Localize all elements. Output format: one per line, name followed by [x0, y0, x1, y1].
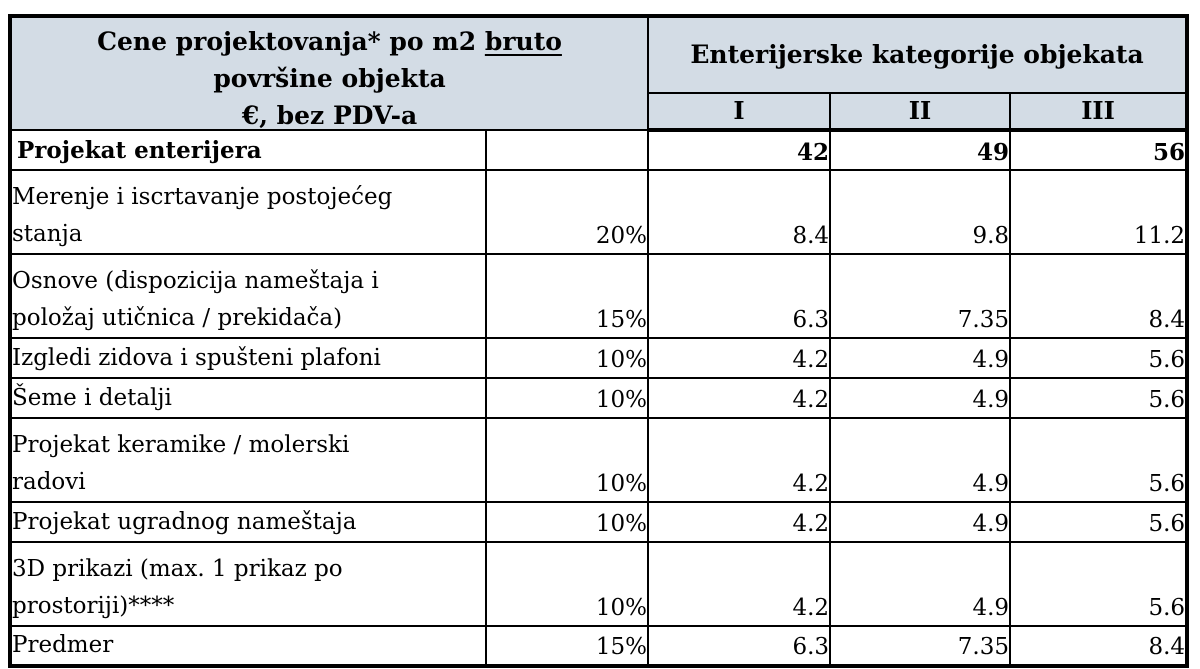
value-cell-iii: 8.4	[1009, 625, 1189, 667]
value-cell-iii: 8.4	[1009, 253, 1189, 339]
value-cell-ii: 7.35	[829, 625, 1012, 667]
value-cell-ii: 7.35	[829, 253, 1012, 339]
price-title-line2: površine objekta	[213, 64, 446, 93]
value-cell-ii: 4.9	[829, 501, 1012, 543]
category-col-II: II	[829, 91, 1012, 133]
row-label-cell: Projekat keramike / molerski radovi	[9, 417, 487, 503]
table-row: Izgledi zidova i spušteni plafoni 10% 4.…	[9, 337, 1189, 379]
value-cell-iii: 11.2	[1009, 169, 1189, 255]
table-row: Projekat enterijera 42 49 56	[9, 129, 1189, 171]
row-label-cell: Šeme i detalji	[9, 377, 487, 419]
row-label-cell: Izgledi zidova i spušteni plafoni	[9, 337, 487, 379]
value-cell-iii: 5.6	[1009, 337, 1189, 379]
value-cell-ii: 4.9	[829, 417, 1012, 503]
price-title-line1-underlined: bruto	[484, 27, 562, 56]
table-row: Projekat keramike / molerski radovi 10% …	[9, 417, 1189, 503]
value-cell-i: 4.2	[647, 541, 832, 627]
row-label-cell: Projekat ugradnog nameštaja	[9, 501, 487, 543]
category-col-I: I	[647, 91, 832, 133]
value-cell-i: 6.3	[647, 625, 832, 667]
value-cell-iii: 56	[1009, 129, 1189, 171]
price-title-text: Cene projektovanja* po m2 bruto površine…	[12, 18, 646, 129]
pricing-table: Cene projektovanja* po m2 bruto površine…	[8, 14, 1190, 668]
header-row-categories: I II III	[10, 91, 1189, 133]
table-row: Predmer 15% 6.3 7.35 8.4	[9, 625, 1189, 667]
row-label-cell: Predmer	[9, 625, 487, 667]
percent-cell: 10%	[484, 337, 650, 379]
percent-cell	[484, 129, 650, 171]
value-cell-i: 4.2	[647, 501, 832, 543]
table-row: Merenje i iscrtavanje postojećeg stanja …	[9, 169, 1189, 255]
value-cell-i: 6.3	[647, 253, 832, 339]
percent-cell: 10%	[484, 501, 650, 543]
value-cell-ii: 4.9	[829, 541, 1012, 627]
value-cell-i: 42	[647, 129, 832, 171]
table-row: Projekat ugradnog nameštaja 10% 4.2 4.9 …	[9, 501, 1189, 543]
value-cell-i: 4.2	[647, 417, 832, 503]
percent-cell: 10%	[484, 377, 650, 419]
value-cell-iii: 5.6	[1009, 501, 1189, 543]
value-cell-i: 8.4	[647, 169, 832, 255]
price-title-line1-text: Cene projektovanja* po m2	[97, 27, 477, 56]
value-cell-i: 4.2	[647, 337, 832, 379]
value-cell-iii: 5.6	[1009, 377, 1189, 419]
percent-cell: 15%	[484, 253, 650, 339]
percent-cell: 10%	[484, 417, 650, 503]
row-label-cell: Osnove (dispozicija nameštaja i položaj …	[9, 253, 487, 339]
value-cell-ii: 4.9	[829, 377, 1012, 419]
value-cell-ii: 49	[829, 129, 1012, 171]
percent-cell: 10%	[484, 541, 650, 627]
category-col-III: III	[1009, 91, 1189, 133]
price-title-line1: Cene projektovanja* po m2 bruto	[12, 23, 646, 60]
row-label-cell: Merenje i iscrtavanje postojećeg stanja	[9, 169, 487, 255]
percent-cell: 20%	[484, 169, 650, 255]
row-label-cell: 3D prikazi (max. 1 prikaz po prostoriji)…	[9, 541, 487, 627]
row-label-cell: Projekat enterijera	[9, 129, 487, 171]
value-cell-i: 4.2	[647, 377, 832, 419]
percent-cell: 15%	[484, 625, 650, 667]
price-title-line3: €, bez PDV-a	[241, 101, 418, 129]
value-cell-ii: 4.9	[829, 337, 1012, 379]
table-row: 3D prikazi (max. 1 prikaz po prostoriji)…	[9, 541, 1189, 627]
header-row-top: Cene projektovanja* po m2 bruto površine…	[8, 15, 1189, 131]
value-cell-ii: 9.8	[829, 169, 1012, 255]
table-row: Osnove (dispozicija nameštaja i položaj …	[9, 253, 1189, 339]
value-cell-iii: 5.6	[1009, 417, 1189, 503]
value-cell-iii: 5.6	[1009, 541, 1189, 627]
table-row: Šeme i detalji 10% 4.2 4.9 5.6	[9, 377, 1189, 419]
price-title-cell: Cene projektovanja* po m2 bruto površine…	[8, 15, 650, 131]
categories-header-cell: Enterijerske kategorije objekata	[647, 15, 1189, 94]
